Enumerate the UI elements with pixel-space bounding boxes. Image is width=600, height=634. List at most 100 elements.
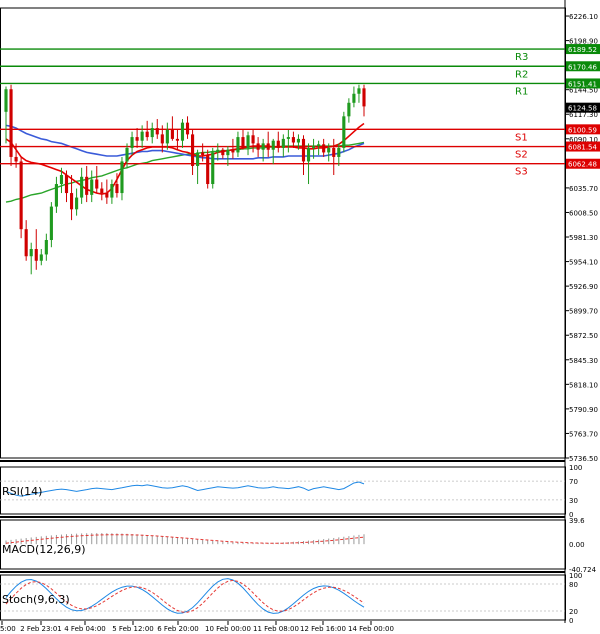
candle-body — [115, 184, 119, 194]
candle-body — [256, 143, 260, 150]
level-price-box — [566, 44, 600, 55]
candle-body — [170, 129, 174, 139]
macd-tick-label: 39.6 — [569, 517, 585, 525]
candle-body — [347, 102, 351, 117]
candle-body — [160, 134, 164, 144]
candle-body — [221, 149, 225, 156]
candle-body — [130, 137, 134, 148]
candle-body — [236, 137, 240, 153]
candle-body — [49, 206, 53, 240]
candle-body — [271, 140, 275, 150]
candle-body — [90, 179, 94, 195]
level-name-s3: S3 — [515, 167, 528, 178]
stoch-frame — [0, 574, 566, 621]
candle-body — [120, 161, 124, 194]
rsi-label: RSI(14) — [2, 485, 42, 498]
level-price-label: 6189.52 — [568, 46, 597, 54]
level-name-s1: S1 — [515, 132, 528, 143]
candle-body — [14, 156, 18, 162]
macd-panel: 39.6 0.00 -40.724 MACD(12,26,9) — [0, 517, 597, 574]
candle-body — [357, 88, 361, 94]
candle-body — [286, 137, 290, 139]
candle-body — [352, 93, 356, 103]
level-price-box — [566, 158, 600, 169]
candle-body — [85, 176, 89, 195]
main-frame — [0, 7, 566, 459]
y-tick-label: 5981.30 — [569, 234, 598, 242]
x-tick-label: 11 Feb 08:00 — [253, 625, 299, 633]
candle-body — [306, 147, 311, 162]
candle-body — [327, 147, 331, 153]
y-tick-label: 5926.90 — [569, 283, 598, 291]
candle-body — [241, 137, 245, 148]
candle-body — [191, 134, 195, 166]
candle-body — [291, 137, 295, 143]
x-axis: 5:00 2 Feb 23:01 4 Feb 04:00 5 Feb 12:00 6 F… — [0, 621, 394, 633]
macd-label: MACD(12,26,9) — [2, 543, 86, 556]
candle-body — [150, 128, 154, 138]
candle-body — [59, 175, 64, 185]
x-tick-label: 5 Feb 12:00 — [112, 625, 153, 633]
candle-body — [29, 249, 33, 257]
rsi-tick-label: 30 — [569, 497, 578, 505]
ma-blue-line — [5, 124, 365, 160]
y-tick-label: 5818.10 — [569, 381, 598, 389]
candle-body — [64, 175, 69, 194]
y-tick-label: 6035.70 — [569, 185, 598, 193]
rsi-line — [5, 481, 365, 497]
candle-body — [296, 138, 301, 143]
rsi-frame — [0, 466, 566, 515]
candle-body — [206, 155, 210, 185]
macd-tick-label: 0.00 — [569, 541, 585, 549]
ma-red-line — [5, 122, 365, 195]
y-tick-label: 6144.50 — [569, 87, 598, 95]
level-price-label: 6062.48 — [568, 161, 597, 169]
candle-body — [75, 197, 79, 210]
candle-body — [24, 229, 28, 257]
candle-body — [44, 239, 48, 255]
level-price-box — [566, 61, 600, 72]
candle-body — [135, 137, 139, 141]
y-tick-label: 6117.30 — [569, 111, 598, 119]
candle-body — [19, 161, 23, 230]
candle-body — [4, 89, 8, 112]
x-tick-label: 6 Feb 20:00 — [157, 625, 198, 633]
level-price-label: 6081.54 — [568, 144, 597, 152]
candle-body — [196, 152, 200, 166]
candle-body — [180, 122, 185, 141]
candle-body — [211, 152, 215, 185]
stoch-tick-label: 20 — [569, 608, 578, 616]
candle-body — [312, 146, 316, 148]
y-tick-label: 5845.30 — [569, 357, 598, 365]
candle-body — [276, 140, 280, 148]
candle-body — [251, 135, 255, 144]
x-tick-label: 12 Feb 16:00 — [300, 625, 346, 633]
level-name-r3: R3 — [515, 52, 528, 63]
x-tick-label: 2 Feb 23:01 — [20, 625, 61, 633]
candle-body — [281, 138, 285, 148]
candle-body — [185, 122, 190, 135]
candle-body — [317, 144, 321, 147]
level-price-label: 6100.59 — [568, 126, 597, 134]
candle-body — [201, 152, 205, 156]
macd-signal-line — [5, 534, 365, 544]
x-tick-label: 14 Feb 00:00 — [348, 625, 394, 633]
candle-body — [261, 143, 265, 150]
y-tick-label: 6226.10 — [569, 13, 598, 21]
candle-body — [362, 88, 366, 107]
stoch-label: Stoch(9,6,3) — [2, 593, 70, 606]
stoch-k-line — [5, 578, 365, 614]
candle-body — [54, 184, 58, 207]
candle-body — [140, 131, 144, 141]
candle-body — [322, 144, 326, 153]
stoch-tick-label: 0 — [569, 617, 573, 625]
level-name-r2: R2 — [515, 69, 528, 80]
candle-body — [246, 135, 250, 148]
candle-body — [39, 254, 43, 261]
candle-body — [145, 131, 149, 138]
candle-body — [105, 193, 109, 198]
candle-body — [95, 179, 99, 189]
